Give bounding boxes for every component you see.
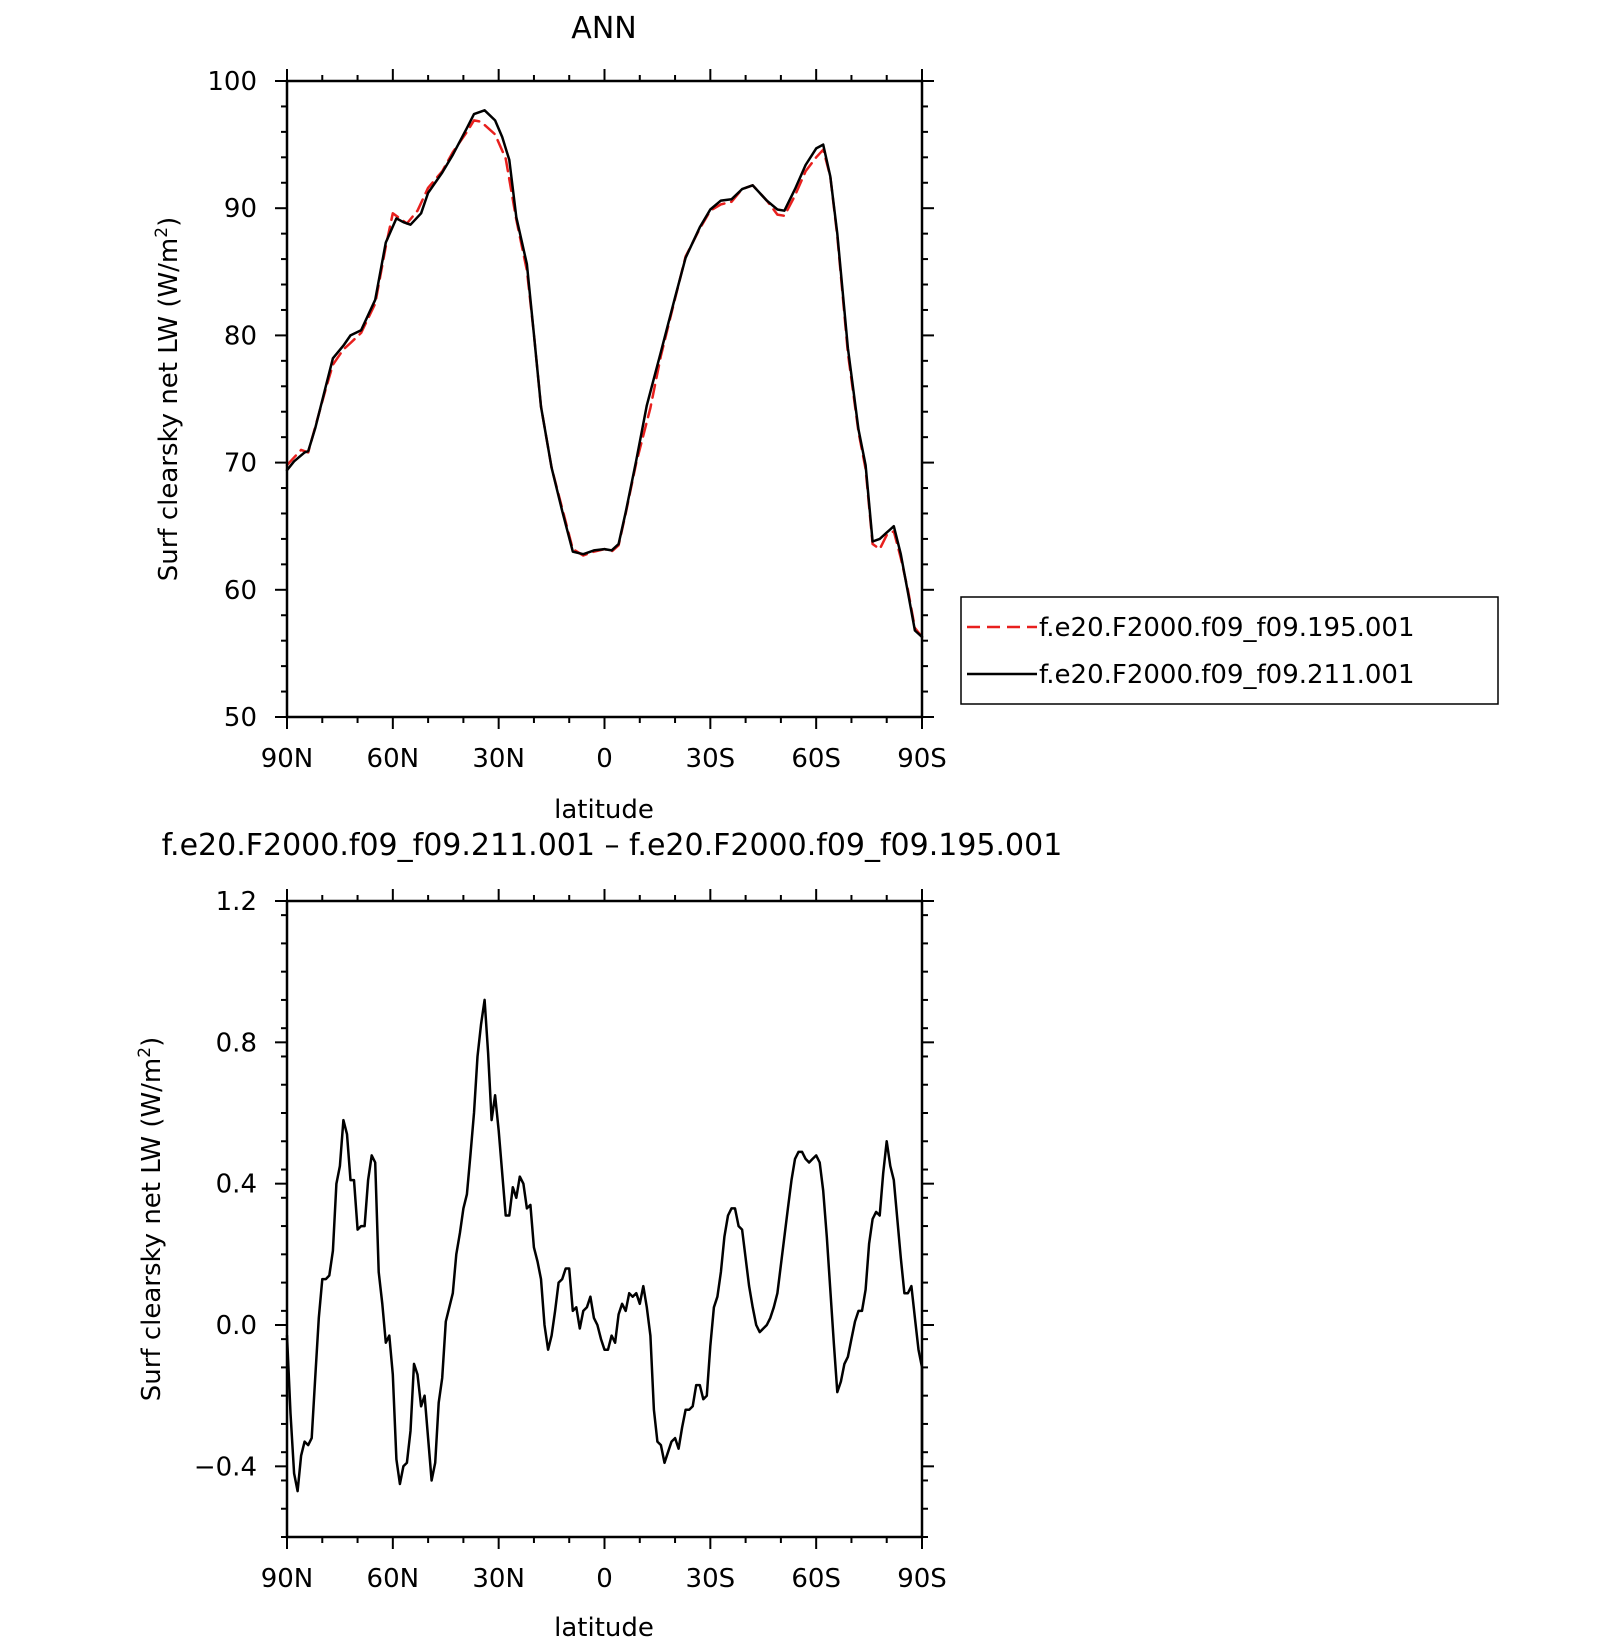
series-line-0-1 — [285, 109, 924, 639]
bottom-x-axis-label: latitude — [554, 1613, 654, 1641]
x-tick-label: 60S — [791, 744, 841, 774]
bottom-panel: f.e20.F2000.f09_f09.211.001 – f.e20.F200… — [135, 828, 1062, 1641]
bottom-plot-frame — [285, 899, 924, 1539]
y-tick-label: 90 — [224, 194, 257, 224]
y-tick-label: 50 — [224, 703, 257, 733]
y-tick-label: 80 — [224, 321, 257, 351]
legend-box — [960, 596, 1499, 705]
bottom-axis-ticks — [275, 889, 934, 1549]
legend-label-211: f.e20.F2000.f09_f09.211.001 — [1039, 660, 1415, 690]
x-tick-label: 30S — [686, 1564, 736, 1594]
y-tick-label: 1.2 — [216, 887, 257, 917]
x-tick-label: 90N — [261, 744, 314, 774]
y-tick-label: 0.8 — [216, 1028, 257, 1058]
series-line-0-0 — [285, 119, 924, 639]
x-tick-label: 30N — [472, 1564, 525, 1594]
x-tick-label: 60N — [367, 1564, 420, 1594]
bottom-chart-title: f.e20.F2000.f09_f09.211.001 – f.e20.F200… — [162, 828, 1063, 863]
x-tick-label: 90S — [897, 1564, 947, 1594]
top-panel: ANN 90N 60N 30N 0 30S 60S 90S 50 60 70 80 90 100 lat… — [152, 11, 1499, 825]
x-tick-label: 60N — [367, 744, 420, 774]
top-axis-ticks — [275, 69, 934, 729]
top-y-axis-label: Surf clearsky net LW (W/m2) — [152, 217, 184, 581]
y-tick-label: 0.4 — [216, 1170, 257, 1200]
x-tick-label: 90N — [261, 1564, 314, 1594]
y-tick-label: 0.0 — [216, 1311, 257, 1341]
bottom-series-group — [285, 998, 924, 1493]
y-tick-label: 100 — [207, 67, 257, 97]
x-tick-label: 60S — [791, 1564, 841, 1594]
y-tick-label: −0.4 — [194, 1452, 257, 1482]
bottom-tick-labels: 90N 60N 30N 0 30S 60S 90S −0.4 0.0 0.4 0.8 1.2 — [194, 887, 947, 1594]
x-tick-label: 30S — [686, 744, 736, 774]
top-series-group — [285, 109, 924, 639]
series-line-1-0 — [285, 998, 924, 1493]
x-tick-label: 30N — [472, 744, 525, 774]
y-tick-label: 70 — [224, 449, 257, 479]
top-chart-title: ANN — [571, 11, 636, 46]
top-plot-frame — [285, 79, 924, 719]
top-tick-labels: 90N 60N 30N 0 30S 60S 90S 50 60 70 80 90 100 — [207, 67, 946, 774]
legend-label-195: f.e20.F2000.f09_f09.195.001 — [1039, 613, 1415, 643]
y-tick-label: 60 — [224, 576, 257, 606]
x-tick-label: 0 — [596, 1564, 613, 1594]
top-x-axis-label: latitude — [554, 795, 654, 825]
x-tick-label: 0 — [596, 744, 613, 774]
bottom-y-axis-label: Surf clearsky net LW (W/m2) — [135, 1037, 167, 1401]
legend: f.e20.F2000.f09_f09.195.001 f.e20.F2000.… — [960, 596, 1499, 705]
x-tick-label: 90S — [897, 744, 947, 774]
